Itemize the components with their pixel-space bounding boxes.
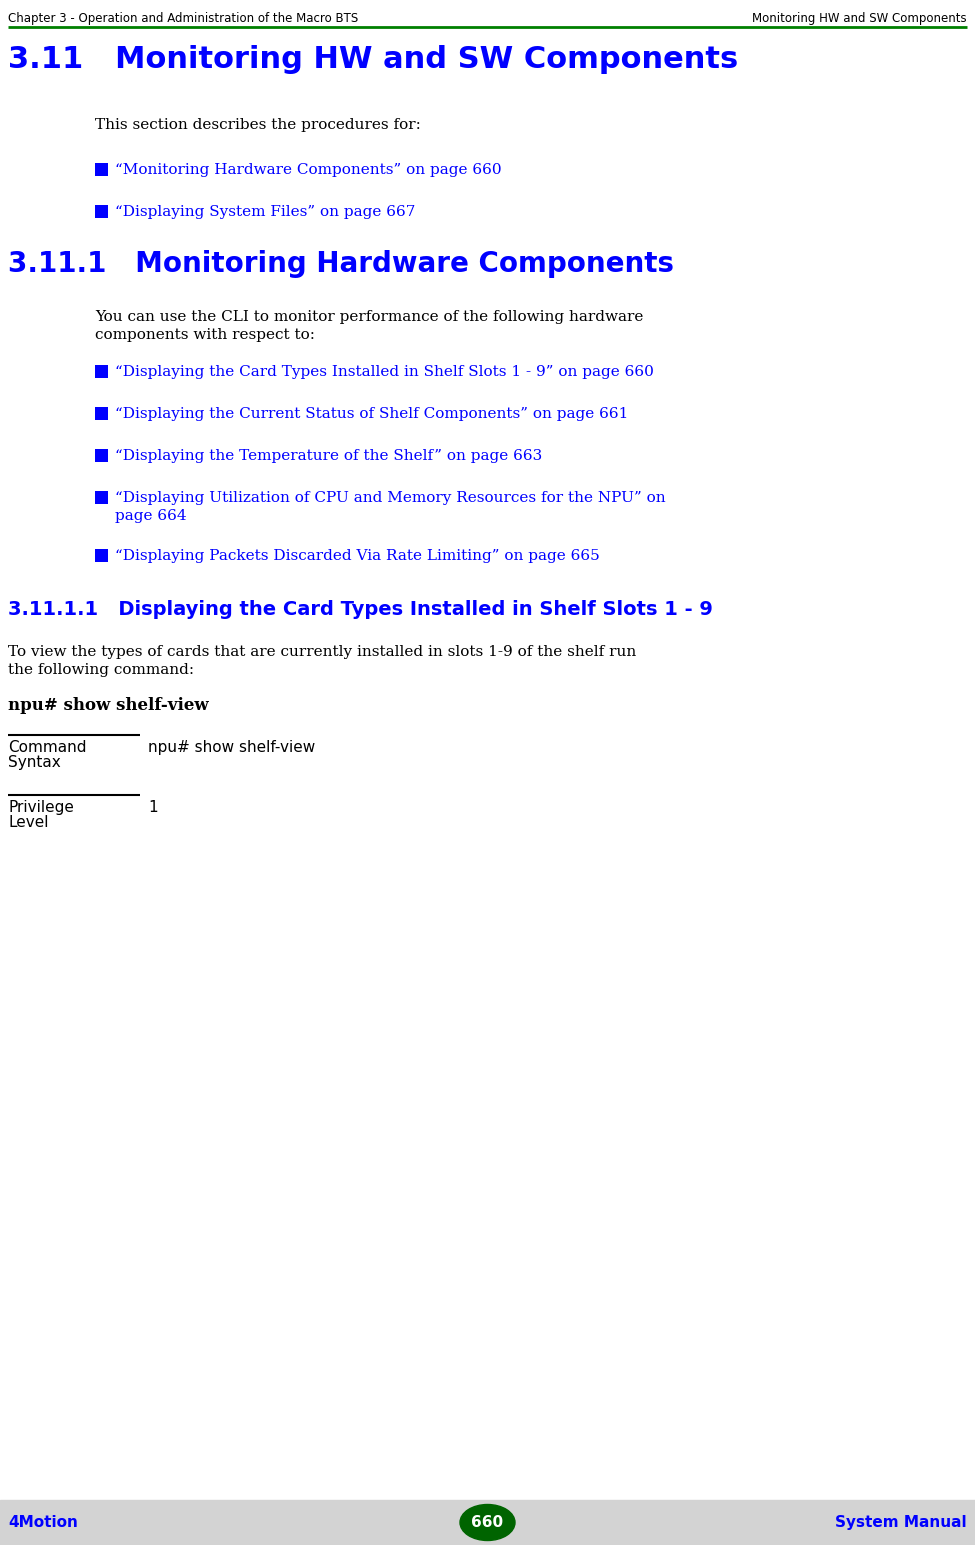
Text: 3.11   Monitoring HW and SW Components: 3.11 Monitoring HW and SW Components: [8, 45, 738, 74]
Text: npu# show shelf-view: npu# show shelf-view: [148, 740, 315, 756]
Text: System Manual: System Manual: [836, 1516, 967, 1530]
Text: To view the types of cards that are currently installed in slots 1-9 of the shel: To view the types of cards that are curr…: [8, 644, 637, 660]
Text: You can use the CLI to monitor performance of the following hardware: You can use the CLI to monitor performan…: [95, 311, 644, 324]
Text: Monitoring HW and SW Components: Monitoring HW and SW Components: [753, 12, 967, 25]
Bar: [95, 164, 108, 176]
Bar: [95, 205, 108, 218]
Text: 3.11.1   Monitoring Hardware Components: 3.11.1 Monitoring Hardware Components: [8, 250, 674, 278]
Text: “Displaying the Temperature of the Shelf” on page 663: “Displaying the Temperature of the Shelf…: [115, 450, 542, 464]
Text: the following command:: the following command:: [8, 663, 194, 677]
Bar: [95, 406, 108, 420]
Ellipse shape: [460, 1505, 515, 1540]
Text: Command: Command: [8, 740, 87, 756]
Text: “Displaying System Files” on page 667: “Displaying System Files” on page 667: [115, 205, 415, 219]
Bar: [95, 491, 108, 504]
Text: 1: 1: [148, 800, 158, 816]
Text: 3.11.1.1   Displaying the Card Types Installed in Shelf Slots 1 - 9: 3.11.1.1 Displaying the Card Types Insta…: [8, 599, 713, 620]
Text: npu# show shelf-view: npu# show shelf-view: [8, 697, 209, 714]
Text: “Displaying the Card Types Installed in Shelf Slots 1 - 9” on page 660: “Displaying the Card Types Installed in …: [115, 365, 654, 379]
Text: Chapter 3 - Operation and Administration of the Macro BTS: Chapter 3 - Operation and Administration…: [8, 12, 358, 25]
Text: “Monitoring Hardware Components” on page 660: “Monitoring Hardware Components” on page…: [115, 164, 501, 178]
Bar: [0, 1500, 975, 1545]
Bar: [95, 548, 108, 562]
Text: components with respect to:: components with respect to:: [95, 328, 315, 341]
Text: page 664: page 664: [115, 508, 186, 524]
Text: Level: Level: [8, 816, 49, 830]
Bar: [95, 450, 108, 462]
Text: This section describes the procedures for:: This section describes the procedures fo…: [95, 117, 421, 131]
Text: 4Motion: 4Motion: [8, 1516, 78, 1530]
Text: “Displaying the Current Status of Shelf Components” on page 661: “Displaying the Current Status of Shelf …: [115, 406, 628, 420]
Text: Syntax: Syntax: [8, 756, 60, 769]
Text: 660: 660: [472, 1516, 503, 1530]
Bar: [95, 365, 108, 379]
Text: “Displaying Utilization of CPU and Memory Resources for the NPU” on: “Displaying Utilization of CPU and Memor…: [115, 491, 666, 505]
Text: Privilege: Privilege: [8, 800, 74, 816]
Text: “Displaying Packets Discarded Via Rate Limiting” on page 665: “Displaying Packets Discarded Via Rate L…: [115, 548, 600, 562]
